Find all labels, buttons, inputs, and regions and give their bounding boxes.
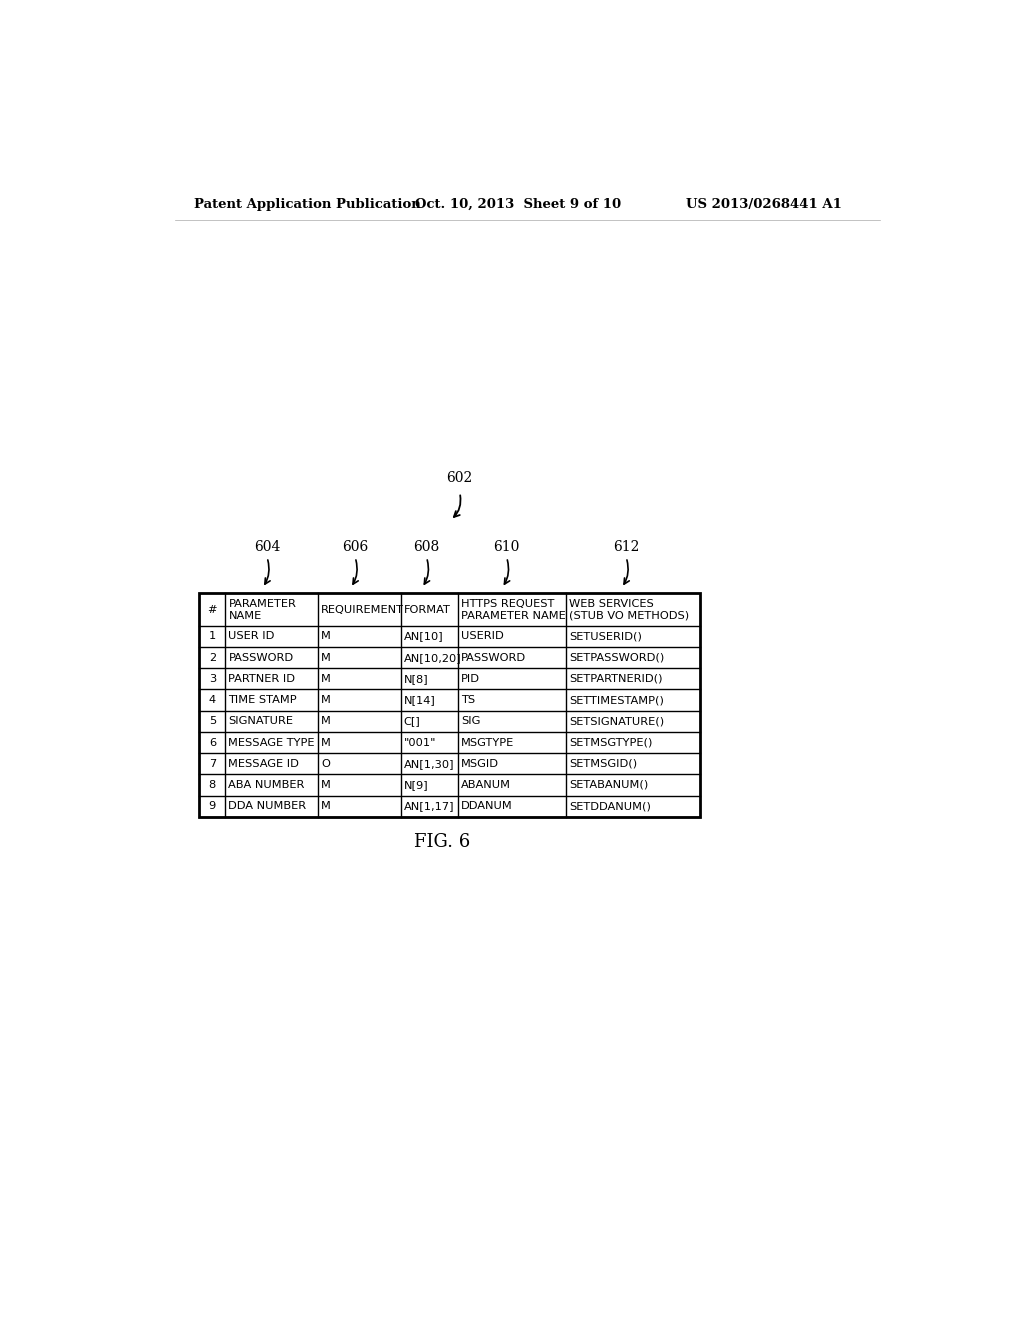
Text: SETPASSWORD(): SETPASSWORD() [569, 652, 665, 663]
Text: REQUIREMENT: REQUIREMENT [322, 605, 404, 615]
Text: PID: PID [461, 675, 480, 684]
Text: MSGTYPE: MSGTYPE [461, 738, 514, 747]
Text: FORMAT: FORMAT [403, 605, 451, 615]
Text: TIME STAMP: TIME STAMP [228, 696, 297, 705]
Text: SETMSGTYPE(): SETMSGTYPE() [569, 738, 652, 747]
Text: 4: 4 [209, 696, 216, 705]
Text: SIG: SIG [461, 717, 480, 726]
Text: M: M [322, 801, 331, 812]
Text: M: M [322, 738, 331, 747]
Text: AN[10,20]: AN[10,20] [403, 652, 461, 663]
Text: USERID: USERID [461, 631, 504, 642]
Text: 6: 6 [209, 738, 216, 747]
Text: AN[1,17]: AN[1,17] [403, 801, 455, 812]
Text: AN[10]: AN[10] [403, 631, 443, 642]
Text: PASSWORD: PASSWORD [228, 652, 294, 663]
Text: DDA NUMBER: DDA NUMBER [228, 801, 306, 812]
Text: SETDDANUM(): SETDDANUM() [569, 801, 650, 812]
Text: M: M [322, 631, 331, 642]
Text: M: M [322, 675, 331, 684]
Text: SETMSGID(): SETMSGID() [569, 759, 637, 768]
Text: N[14]: N[14] [403, 696, 435, 705]
Text: FIG. 6: FIG. 6 [414, 833, 470, 851]
Text: M: M [322, 652, 331, 663]
Text: Patent Application Publication: Patent Application Publication [194, 198, 421, 211]
Text: ABANUM: ABANUM [461, 780, 511, 789]
Text: C[]: C[] [403, 717, 421, 726]
Text: ABA NUMBER: ABA NUMBER [228, 780, 305, 789]
Text: USER ID: USER ID [228, 631, 274, 642]
Text: SETSIGNATURE(): SETSIGNATURE() [569, 717, 664, 726]
Text: PASSWORD: PASSWORD [461, 652, 526, 663]
Text: 608: 608 [414, 540, 439, 554]
Bar [200, 594, 700, 817]
Text: 604: 604 [254, 540, 281, 554]
Text: DDANUM: DDANUM [461, 801, 513, 812]
Text: SETPARTNERID(): SETPARTNERID() [569, 675, 663, 684]
Text: "001": "001" [403, 738, 436, 747]
Text: #: # [208, 605, 217, 615]
Text: 3: 3 [209, 675, 216, 684]
Text: 5: 5 [209, 717, 216, 726]
Text: 7: 7 [209, 759, 216, 768]
Text: WEB SERVICES
(STUB VO METHODS): WEB SERVICES (STUB VO METHODS) [569, 599, 689, 620]
Text: M: M [322, 696, 331, 705]
Text: SETUSERID(): SETUSERID() [569, 631, 642, 642]
Text: 1: 1 [209, 631, 216, 642]
Text: 2: 2 [209, 652, 216, 663]
Text: Oct. 10, 2013  Sheet 9 of 10: Oct. 10, 2013 Sheet 9 of 10 [415, 198, 621, 211]
Text: 9: 9 [209, 801, 216, 812]
Text: HTTPS REQUEST
PARAMETER NAME: HTTPS REQUEST PARAMETER NAME [461, 599, 566, 620]
Text: SETTIMESTAMP(): SETTIMESTAMP() [569, 696, 664, 705]
Text: MSGID: MSGID [461, 759, 500, 768]
Text: 610: 610 [494, 540, 520, 554]
Text: MESSAGE ID: MESSAGE ID [228, 759, 299, 768]
Text: AN[1,30]: AN[1,30] [403, 759, 455, 768]
Text: N[8]: N[8] [403, 675, 428, 684]
Text: M: M [322, 717, 331, 726]
Text: PARAMETER
NAME: PARAMETER NAME [228, 599, 296, 620]
Text: SETABANUM(): SETABANUM() [569, 780, 648, 789]
Text: MESSAGE TYPE: MESSAGE TYPE [228, 738, 315, 747]
Text: SIGNATURE: SIGNATURE [228, 717, 294, 726]
Text: 606: 606 [342, 540, 369, 554]
Text: 8: 8 [209, 780, 216, 789]
Text: TS: TS [461, 696, 475, 705]
Text: O: O [322, 759, 330, 768]
Text: N[9]: N[9] [403, 780, 428, 789]
Text: US 2013/0268441 A1: US 2013/0268441 A1 [686, 198, 842, 211]
Text: 602: 602 [446, 471, 473, 484]
Text: PARTNER ID: PARTNER ID [228, 675, 296, 684]
Text: M: M [322, 780, 331, 789]
Text: 612: 612 [613, 540, 639, 554]
